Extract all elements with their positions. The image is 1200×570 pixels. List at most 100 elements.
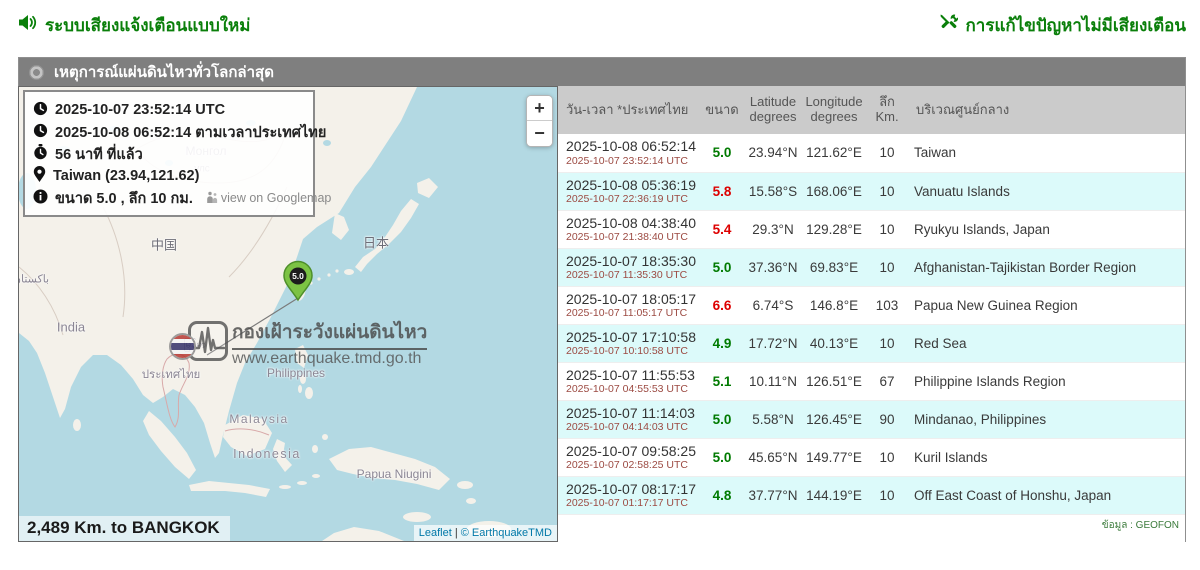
magnitude: 5.1 [712,373,732,389]
longitude: 126.51°E [806,373,862,389]
map-label-indonesia: Indonesia [233,447,301,461]
region: Philippine Islands Region [914,373,1066,389]
region: Taiwan [914,145,957,161]
local-time: 2025-10-07 17:10:58 [566,328,696,345]
popup-time-ago: 56 นาที ที่แล้ว [55,146,143,163]
map-label-pakistan: باكستان [19,273,50,286]
depth: 10 [879,259,895,275]
bullet-circle-icon [29,64,44,80]
map-label-papua: Papua Niugini [356,467,432,481]
clock-icon [33,101,48,120]
zoom-in-button[interactable]: + [527,96,552,121]
latitude: 29.3°N [752,221,794,237]
clock-icon [33,123,48,142]
map-label-thailand: ประเทศไทย [141,369,201,381]
table-row[interactable]: 2025-10-07 11:55:53 2025-10-07 04:55:53 U… [558,362,1185,400]
table-row[interactable]: 2025-10-08 04:38:40 2025-10-07 21:38:40 U… [558,210,1185,248]
region: Kuril Islands [914,449,988,465]
earthquake-table-panel: วัน-เวลา *ประเทศไทย ขนาด Latitude degrees… [558,86,1185,542]
depth: 10 [879,487,895,503]
utc-time: 2025-10-07 04:14:03 UTC [566,420,688,433]
zoom-out-button[interactable]: − [527,121,552,146]
longitude: 146.8°E [809,297,859,313]
map-label-philippines: Philippines [266,366,326,380]
depth: 10 [879,145,895,161]
depth: 10 [879,335,895,351]
latitude: 17.72°N [748,335,798,351]
magnitude: 5.0 [712,145,732,161]
depth: 90 [879,411,895,427]
info-icon [33,189,48,208]
view-on-googlemap-link[interactable]: view on Googlemap [206,191,331,206]
col-header-depth: ลึก Km. [866,86,908,134]
latitude: 37.36°N [748,259,798,275]
earthquake-info-popup: 2025-10-07 23:52:14 UTC 2025-10-08 06:52… [23,90,331,217]
utc-time: 2025-10-07 22:36:19 UTC [566,192,688,205]
popup-thai-time: 2025-10-08 06:52:14 ตามเวลาประเทศไทย [55,124,327,141]
local-time: 2025-10-07 09:58:25 [566,442,696,459]
utc-time: 2025-10-07 11:35:30 UTC [566,268,688,281]
local-time: 2025-10-08 05:36:19 [566,176,696,193]
latitude: 5.58°N [752,411,794,427]
col-header-datetime: วัน-เวลา *ประเทศไทย [558,86,700,134]
earthquake-table: วัน-เวลา *ประเทศไทย ขนาด Latitude degrees… [558,86,1185,515]
region: Papua New Guinea Region [914,297,1078,313]
earthquake-map[interactable]: 5.0 Монгол улс 中国 日本 India باكستان မြန်မ… [18,86,558,542]
pegman-icon [206,191,218,206]
stopwatch-icon [33,144,48,164]
table-row[interactable]: 2025-10-07 09:58:25 2025-10-07 02:58:25 U… [558,438,1185,476]
magnitude: 5.8 [712,183,732,199]
table-row[interactable]: 2025-10-07 17:10:58 2025-10-07 10:10:58 U… [558,324,1185,362]
tools-icon [940,14,959,36]
longitude: 168.06°E [806,183,862,199]
table-row[interactable]: 2025-10-07 18:35:30 2025-10-07 11:35:30 U… [558,248,1185,286]
table-row[interactable]: 2025-10-07 18:05:17 2025-10-07 11:05:17 U… [558,286,1185,324]
no-sound-troubleshoot-link[interactable]: การแก้ไขปัญหาไม่มีเสียงเตือน [940,12,1186,39]
new-alert-sound-link[interactable]: ระบบเสียงแจ้งเตือนแบบใหม่ [18,12,250,39]
earthquaketmd-link[interactable]: © EarthquakeTMD [460,527,552,539]
speaker-icon [18,14,38,36]
magnitude: 5.4 [712,221,732,237]
depth: 67 [879,373,895,389]
utc-time: 2025-10-07 01:17:17 UTC [566,496,688,509]
main: 5.0 Монгол улс 中国 日本 India باكستان မြန်မ… [18,86,1186,542]
latitude: 23.94°N [748,145,798,161]
longitude: 144.19°E [806,487,862,503]
map-zoom-control: + − [526,95,553,147]
latitude: 10.11°N [749,373,797,389]
utc-time: 2025-10-07 04:55:53 UTC [566,382,688,395]
longitude: 129.28°E [806,221,862,237]
table-row[interactable]: 2025-10-07 08:17:17 2025-10-07 01:17:17 U… [558,476,1185,514]
view-on-googlemap-label: view on Googlemap [220,191,332,205]
map-attribution: Leaflet | © EarthquakeTMD [413,525,557,541]
local-time: 2025-10-07 11:14:03 [566,404,695,421]
magnitude: 5.0 [712,449,732,465]
location-pin-icon [33,166,46,186]
table-row[interactable]: 2025-10-08 05:36:19 2025-10-07 22:36:19 U… [558,172,1185,210]
longitude: 149.77°E [806,449,862,465]
col-header-region: บริเวณศูนย์กลาง [908,86,1185,134]
leaflet-link[interactable]: Leaflet [418,527,452,539]
earthquake-marker[interactable]: 5.0 [283,260,313,302]
attribution-separator: | [451,527,461,539]
local-time: 2025-10-08 04:38:40 [566,214,696,231]
utc-time: 2025-10-07 21:38:40 UTC [566,230,688,243]
map-label-china: 中国 [150,237,178,253]
no-sound-troubleshoot-label: การแก้ไขปัญหาไม่มีเสียงเตือน [965,15,1186,35]
panel-header: เหตุการณ์แผ่นดินไหวทั่วโลกล่าสุด [18,57,1186,86]
distance-to-bangkok-label: 2,489 Km. to BANGKOK [19,516,230,541]
col-header-longitude: Longitude degrees [802,86,866,134]
table-row[interactable]: 2025-10-08 06:52:14 2025-10-07 23:52:14 U… [558,134,1185,172]
longitude: 121.62°E [806,145,862,161]
magnitude: 6.6 [712,297,732,313]
panel-title: เหตุการณ์แผ่นดินไหวทั่วโลกล่าสุด [54,64,274,81]
longitude: 126.45°E [806,411,862,427]
table-row[interactable]: 2025-10-07 11:14:03 2025-10-07 04:14:03 U… [558,400,1185,438]
utc-time: 2025-10-07 02:58:25 UTC [566,458,688,471]
popup-location: Taiwan (23.94,121.62) [53,168,200,184]
local-time: 2025-10-07 11:55:53 [566,366,695,383]
data-source-note: ข้อมูล : GEOFON [1101,519,1179,531]
marker-magnitude-label: 5.0 [292,271,304,281]
region: Mindanao, Philippines [914,411,1047,427]
longitude: 40.13°E [809,335,859,351]
